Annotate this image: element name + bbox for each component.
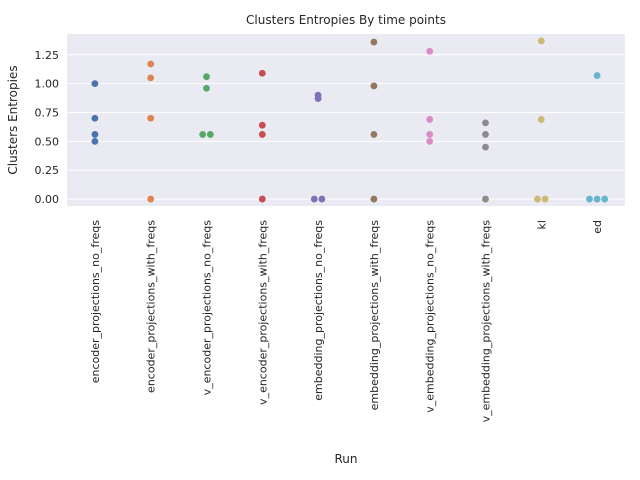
x-tick-label: encoder_projections_with_freqs bbox=[145, 220, 158, 393]
data-point bbox=[426, 47, 434, 55]
data-point bbox=[537, 37, 545, 45]
data-point bbox=[426, 137, 434, 145]
x-tick-label: embedding_projections_with_freqs bbox=[368, 220, 381, 411]
x-tick-label: encoder_projections_no_freqs bbox=[89, 220, 102, 384]
data-point bbox=[258, 131, 266, 138]
y-tick-label: 0.25 bbox=[35, 164, 60, 177]
data-point bbox=[310, 195, 318, 203]
data-points bbox=[91, 37, 609, 203]
y-tick-label: 1.25 bbox=[35, 49, 60, 62]
data-point bbox=[601, 195, 609, 203]
data-point bbox=[426, 131, 434, 138]
data-point bbox=[482, 119, 489, 127]
plot-background bbox=[67, 34, 625, 206]
x-tick-label: v_embedding_projections_no_freqs bbox=[424, 220, 437, 413]
data-point bbox=[370, 38, 378, 46]
data-point bbox=[482, 195, 489, 203]
data-point bbox=[318, 195, 326, 203]
x-tick-label: v_embedding_projections_with_freqs bbox=[480, 220, 493, 423]
data-point bbox=[147, 195, 155, 203]
data-point bbox=[206, 131, 214, 138]
x-tick-label: kl bbox=[535, 220, 548, 229]
y-tick-label: 1.00 bbox=[35, 78, 60, 91]
y-tick-label: 0.00 bbox=[35, 193, 60, 206]
data-point bbox=[258, 69, 266, 77]
x-tick-label: v_encoder_projections_no_freqs bbox=[201, 220, 214, 396]
data-point bbox=[203, 73, 210, 81]
data-point bbox=[258, 121, 266, 129]
data-point bbox=[91, 114, 99, 122]
data-point bbox=[482, 143, 489, 151]
data-point bbox=[370, 131, 378, 138]
y-tick-label: 0.50 bbox=[35, 135, 60, 148]
x-tick-label: ed bbox=[591, 220, 604, 234]
data-point bbox=[482, 131, 489, 138]
grid-lines bbox=[67, 54, 625, 200]
x-tick-label: v_encoder_projections_with_freqs bbox=[256, 220, 269, 405]
x-tick-label: embedding_projections_no_freqs bbox=[312, 220, 325, 401]
chart-title: Clusters Entropies By time points bbox=[246, 13, 446, 27]
data-point bbox=[258, 195, 266, 203]
data-point bbox=[586, 195, 593, 203]
data-point bbox=[370, 82, 378, 90]
data-point bbox=[91, 80, 99, 88]
data-point bbox=[593, 195, 601, 203]
y-tick-label: 0.75 bbox=[35, 106, 60, 119]
data-point bbox=[147, 60, 155, 68]
data-point bbox=[370, 195, 378, 203]
data-point bbox=[147, 114, 155, 122]
y-axis-label: Clusters Entropies bbox=[6, 65, 20, 174]
data-point bbox=[534, 195, 541, 203]
data-point bbox=[537, 116, 545, 123]
data-point bbox=[314, 95, 322, 103]
y-tick-labels: 0.00 0.25 0.50 0.75 1.00 1.25 bbox=[35, 49, 60, 206]
data-point bbox=[147, 74, 155, 82]
data-point bbox=[593, 72, 601, 79]
x-axis-label: Run bbox=[334, 452, 357, 466]
data-point bbox=[426, 116, 434, 123]
x-tick-labels: encoder_projections_no_freqs encoder_proj… bbox=[89, 220, 604, 423]
data-point bbox=[91, 131, 99, 138]
data-point bbox=[541, 195, 549, 203]
data-point bbox=[199, 131, 207, 138]
data-point bbox=[203, 84, 210, 92]
data-point bbox=[91, 137, 99, 145]
